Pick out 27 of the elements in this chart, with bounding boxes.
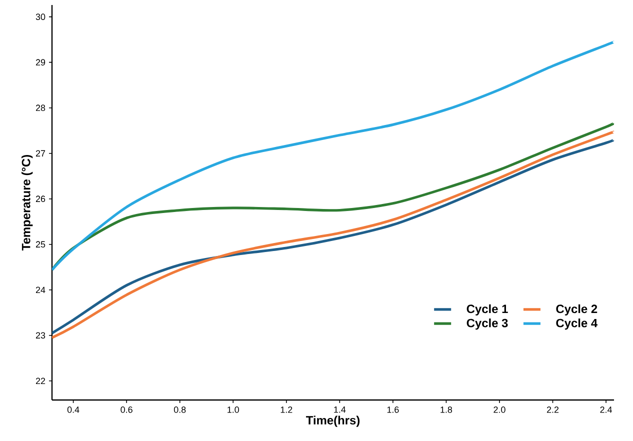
x-tick-label: 0.4	[67, 406, 80, 413]
legend-label: Cycle 2	[556, 304, 598, 316]
x-tick-label: 2.0	[494, 406, 506, 413]
y-tick-label: 30	[36, 14, 46, 20]
y-tick-label: 28	[36, 104, 46, 112]
x-tick-label: 2.2	[546, 406, 559, 413]
x-tick-label: 0.8	[174, 406, 186, 413]
legend-label: Cycle 1	[466, 304, 508, 316]
y-tick-label: 27	[36, 150, 46, 156]
y-tick-label: 22	[36, 378, 46, 384]
y-axis-title: Temperature (°C)	[22, 154, 33, 250]
y-tick-label: 25	[36, 241, 46, 248]
y-tick-label: 26	[36, 196, 46, 202]
x-tick-label: 1.0	[228, 406, 240, 413]
y-tick-label: 23	[36, 332, 46, 339]
y-tick-label: 24	[36, 286, 46, 294]
x-tick-label: 1.4	[334, 406, 346, 413]
x-tick-label: 0.6	[120, 406, 132, 413]
x-tick-label: 1.2	[280, 406, 292, 413]
x-tick-label: 2.4	[600, 406, 612, 413]
line-series	[52, 40, 614, 272]
y-tick-label: 29	[36, 59, 46, 66]
x-tick-label: 1.8	[440, 406, 452, 413]
legend-label: Cycle 3	[466, 318, 508, 330]
legend-label: Cycle 4	[556, 318, 598, 330]
x-tick-label: 1.6	[387, 406, 399, 413]
x-axis-title: Time(hrs)	[306, 416, 360, 427]
